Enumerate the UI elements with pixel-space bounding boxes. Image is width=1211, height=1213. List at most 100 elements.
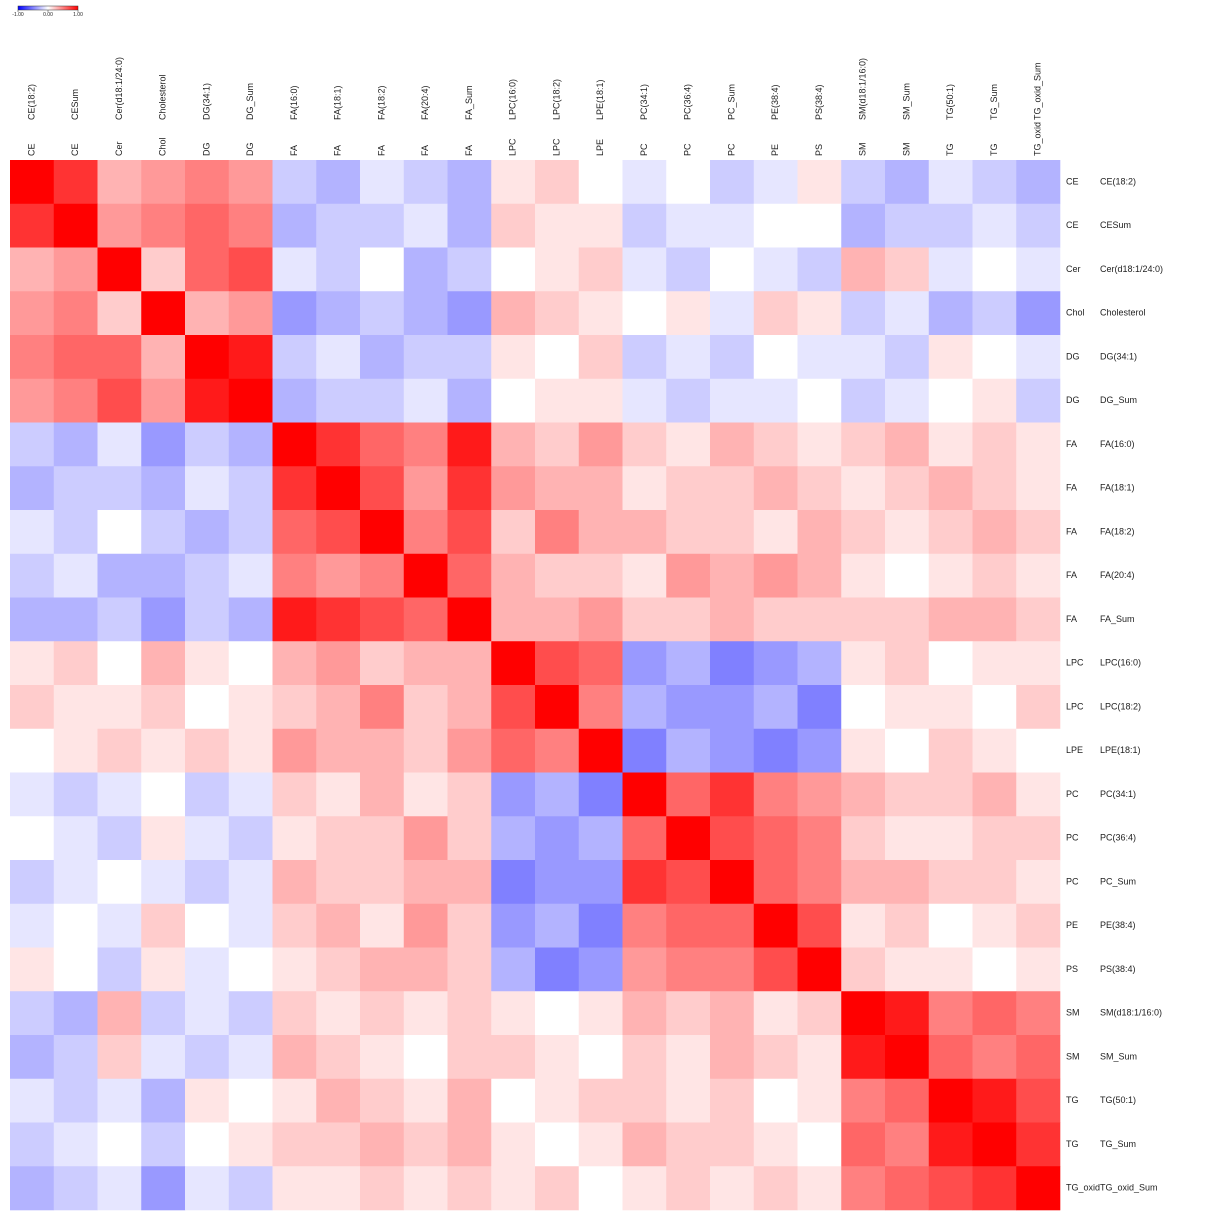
heatmap-cell: [10, 597, 55, 642]
row-class-label: PS: [1066, 964, 1078, 974]
heatmap-cell: [841, 728, 886, 773]
heatmap-cell: [928, 553, 973, 598]
heatmap-cell: [10, 291, 55, 336]
heatmap-cell: [403, 860, 448, 905]
heatmap-cell: [753, 860, 798, 905]
heatmap-cell: [841, 1035, 886, 1080]
column-label: Cer(d18:1/24:0): [114, 57, 124, 120]
heatmap-cell: [885, 597, 930, 642]
heatmap-cell: [841, 335, 886, 380]
heatmap-cell: [535, 641, 580, 686]
heatmap-cell: [53, 685, 98, 730]
heatmap-cell: [622, 772, 667, 817]
heatmap-cell: [710, 641, 755, 686]
heatmap-cell: [1016, 291, 1061, 336]
heatmap-cell: [1016, 378, 1061, 423]
heatmap-cell: [666, 597, 711, 642]
heatmap-cell: [272, 641, 317, 686]
heatmap-cell: [885, 1078, 930, 1123]
heatmap-cell: [972, 510, 1017, 555]
heatmap-cell: [403, 203, 448, 248]
heatmap-cell: [753, 1078, 798, 1123]
heatmap-cell: [710, 772, 755, 817]
heatmap-cell: [666, 860, 711, 905]
heatmap-cell: [447, 291, 492, 336]
heatmap-cell: [885, 203, 930, 248]
heatmap-cell: [10, 247, 55, 292]
heatmap-cell: [753, 553, 798, 598]
heatmap-cell: [316, 816, 361, 861]
heatmap-cell: [447, 203, 492, 248]
heatmap-cell: [753, 510, 798, 555]
heatmap-cell: [185, 1122, 230, 1167]
heatmap-cell: [491, 685, 536, 730]
heatmap-cell: [666, 1166, 711, 1211]
heatmap-cell: [491, 1078, 536, 1123]
heatmap-cell: [1016, 947, 1061, 992]
heatmap-cell: [753, 991, 798, 1036]
heatmap-cell: [622, 553, 667, 598]
heatmap-cell: [53, 1078, 98, 1123]
heatmap-cell: [10, 685, 55, 730]
heatmap-cell: [535, 203, 580, 248]
heatmap-cell: [97, 422, 142, 467]
heatmap-cell: [622, 860, 667, 905]
heatmap-cell: [666, 422, 711, 467]
heatmap-cell: [710, 991, 755, 1036]
column-class-label: Cer: [114, 141, 124, 156]
heatmap-cell: [316, 466, 361, 511]
heatmap-cell: [841, 291, 886, 336]
heatmap-cell: [578, 772, 623, 817]
heatmap-cell: [928, 203, 973, 248]
row-class-label: DG: [1066, 395, 1080, 405]
heatmap-cell: [972, 160, 1017, 205]
row-class-label: FA: [1066, 570, 1077, 580]
column-class-label: LPE: [595, 139, 605, 156]
heatmap-cell: [622, 597, 667, 642]
heatmap-cell: [622, 160, 667, 205]
heatmap-cell: [141, 160, 186, 205]
heatmap-cell: [841, 597, 886, 642]
heatmap-cell: [797, 947, 842, 992]
heatmap-cell: [928, 160, 973, 205]
heatmap-cell: [622, 203, 667, 248]
heatmap-cell: [360, 947, 405, 992]
heatmap-cell: [141, 1035, 186, 1080]
heatmap-cell: [491, 553, 536, 598]
heatmap-cell: [97, 1078, 142, 1123]
heatmap-cell: [185, 728, 230, 773]
heatmap-cell: [491, 378, 536, 423]
heatmap-cell: [403, 947, 448, 992]
heatmap-cell: [360, 247, 405, 292]
column-class-label: TG: [945, 144, 955, 157]
row-class-label: PC: [1066, 789, 1079, 799]
heatmap-cell: [622, 1166, 667, 1211]
heatmap-cell: [10, 160, 55, 205]
heatmap-cell: [797, 772, 842, 817]
heatmap-cell: [185, 1035, 230, 1080]
heatmap-cell: [841, 422, 886, 467]
heatmap-cell: [666, 553, 711, 598]
heatmap-cell: [753, 903, 798, 948]
heatmap-cell: [535, 728, 580, 773]
heatmap-cell: [666, 247, 711, 292]
heatmap-cell: [97, 903, 142, 948]
heatmap-cell: [535, 1035, 580, 1080]
heatmap-cell: [491, 466, 536, 511]
column-class-label: DG: [201, 143, 211, 157]
column-class-label: PC: [726, 143, 736, 156]
heatmap-cell: [185, 597, 230, 642]
column-class-label: SM: [901, 143, 911, 157]
heatmap-cell: [360, 510, 405, 555]
heatmap-cell: [316, 1035, 361, 1080]
heatmap-cell: [972, 335, 1017, 380]
heatmap-cell: [753, 203, 798, 248]
heatmap-cell: [666, 203, 711, 248]
heatmap-cell: [403, 466, 448, 511]
heatmap-cell: [403, 685, 448, 730]
heatmap-cell: [622, 291, 667, 336]
row-label: DG(34:1): [1100, 351, 1137, 361]
heatmap-cell: [185, 860, 230, 905]
heatmap-cell: [316, 903, 361, 948]
heatmap-cell: [797, 378, 842, 423]
